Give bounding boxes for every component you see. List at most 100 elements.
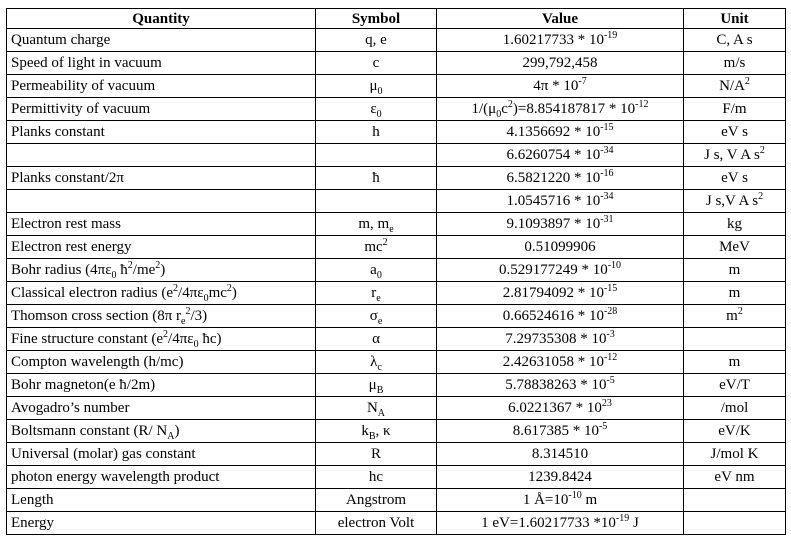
cell-value: 0.66524616 * 10-28: [436, 304, 684, 328]
cell-symbol: Angstrom: [315, 488, 437, 512]
header-value: Value: [436, 8, 684, 29]
cell-value: 6.5821220 * 10-16: [436, 166, 684, 190]
cell-unit: [683, 488, 786, 512]
cell-quantity: Bohr radius (4πε0 ħ2/me2): [6, 258, 316, 282]
table-row: Thomson cross section (8π re2/3) σe 0.6652…: [6, 304, 786, 328]
cell-unit: eV s: [683, 166, 786, 190]
cell-quantity: Thomson cross section (8π re2/3): [6, 304, 316, 328]
table-row: Permittivity of vacuum ε0 1/(μ0c2)=8.85418…: [6, 97, 786, 121]
cell-unit: J s, V A s2: [683, 143, 786, 167]
cell-quantity: Length: [6, 488, 316, 512]
cell-symbol: λc: [315, 350, 437, 374]
cell-value: 1.60217733 * 10-19: [436, 28, 684, 52]
cell-quantity: Planks constant: [6, 120, 316, 144]
cell-unit: m2: [683, 304, 786, 328]
cell-value: 9.1093897 * 10-31: [436, 212, 684, 236]
cell-quantity: Electron rest energy: [6, 235, 316, 259]
table-row: Length Angstrom 1 Å=10-10 m: [6, 488, 786, 512]
cell-symbol: re: [315, 281, 437, 305]
table-row: Permeability of vacuum μ0 4π * 10-7 N/A2: [6, 74, 786, 98]
cell-unit: m: [683, 350, 786, 374]
cell-unit: [683, 511, 786, 535]
cell-symbol: q, e: [315, 28, 437, 52]
table-row: Electron rest energy mc2 0.51099906 MeV: [6, 235, 786, 259]
cell-unit: m/s: [683, 51, 786, 75]
cell-symbol: hc: [315, 465, 437, 489]
cell-value: 4.1356692 * 10-15: [436, 120, 684, 144]
table-row: photon energy wavelength product hc 1239.8…: [6, 465, 786, 489]
table-row: Planks constant/2π ħ 6.5821220 * 10-16 eV s: [6, 166, 786, 190]
cell-value: 2.42631058 * 10-12: [436, 350, 684, 374]
cell-symbol: α: [315, 327, 437, 351]
header-quantity: Quantity: [6, 8, 316, 29]
cell-unit: J s,V A s2: [683, 189, 786, 213]
cell-quantity: Compton wavelength (h/mc): [6, 350, 316, 374]
cell-value: 1.0545716 * 10-34: [436, 189, 684, 213]
header-symbol: Symbol: [315, 8, 437, 29]
header-row: Quantity Symbol Value Unit: [6, 8, 786, 29]
cell-symbol: m, me: [315, 212, 437, 236]
cell-quantity: Fine structure constant (e2/4πε0 ħc): [6, 327, 316, 351]
cell-unit: MeV: [683, 235, 786, 259]
cell-unit: eV/T: [683, 373, 786, 397]
cell-quantity: Permeability of vacuum: [6, 74, 316, 98]
table-row: 6.6260754 * 10-34 J s, V A s2: [6, 143, 786, 167]
cell-quantity: Boltsmann constant (R/ NA): [6, 419, 316, 443]
table-row: Boltsmann constant (R/ NA) kB, κ 8.617385 …: [6, 419, 786, 443]
table-row: Energy electron Volt 1 eV=1.60217733 *10-1…: [6, 511, 786, 535]
table-body: Quantum charge q, e 1.60217733 * 10-19 C, A…: [6, 28, 786, 535]
cell-symbol: μ0: [315, 74, 437, 98]
constants-table: Quantity Symbol Value Unit Quantum charg…: [6, 8, 786, 535]
cell-quantity: [6, 143, 316, 167]
cell-unit: N/A2: [683, 74, 786, 98]
cell-symbol: μB: [315, 373, 437, 397]
cell-unit: eV nm: [683, 465, 786, 489]
cell-value: 0.529177249 * 10-10: [436, 258, 684, 282]
table-row: Fine structure constant (e2/4πε0 ħc) α 7.2…: [6, 327, 786, 351]
cell-unit: m: [683, 281, 786, 305]
cell-value: 4π * 10-7: [436, 74, 684, 98]
header-unit: Unit: [683, 8, 786, 29]
cell-value: 299,792,458: [436, 51, 684, 75]
cell-unit: eV s: [683, 120, 786, 144]
cell-symbol: [315, 143, 437, 167]
cell-quantity: photon energy wavelength product: [6, 465, 316, 489]
table-row: Compton wavelength (h/mc) λc 2.42631058 * …: [6, 350, 786, 374]
cell-symbol: c: [315, 51, 437, 75]
cell-quantity: Avogadro’s number: [6, 396, 316, 420]
cell-quantity: Permittivity of vacuum: [6, 97, 316, 121]
cell-value: 6.0221367 * 1023: [436, 396, 684, 420]
cell-unit: [683, 327, 786, 351]
cell-quantity: Quantum charge: [6, 28, 316, 52]
table-row: Quantum charge q, e 1.60217733 * 10-19 C, A…: [6, 28, 786, 52]
cell-quantity: Electron rest mass: [6, 212, 316, 236]
table-row: Avogadro’s number NA 6.0221367 * 1023/mol: [6, 396, 786, 420]
table-row: Speed of light in vacuum c 299,792,458 m/s: [6, 51, 786, 75]
cell-value: 0.51099906: [436, 235, 684, 259]
cell-value: 1/(μ0c2)=8.854187817 * 10-12: [436, 97, 684, 121]
table-row: Planks constant h 4.1356692 * 10-15 eV s: [6, 120, 786, 144]
table-row: Classical electron radius (e2/4πε0mc2) re…: [6, 281, 786, 305]
cell-symbol: electron Volt: [315, 511, 437, 535]
cell-value: 2.81794092 * 10-15: [436, 281, 684, 305]
cell-unit: kg: [683, 212, 786, 236]
cell-value: 7.29735308 * 10-3: [436, 327, 684, 351]
cell-symbol: h: [315, 120, 437, 144]
cell-symbol: mc2: [315, 235, 437, 259]
cell-symbol: σe: [315, 304, 437, 328]
cell-unit: J/mol K: [683, 442, 786, 466]
cell-quantity: Bohr magneton(e ħ/2m): [6, 373, 316, 397]
cell-unit: /mol: [683, 396, 786, 420]
cell-symbol: [315, 189, 437, 213]
cell-value: 1 Å=10-10 m: [436, 488, 684, 512]
table-row: Electron rest mass m, me 9.1093897 * 10-31…: [6, 212, 786, 236]
table-row: 1.0545716 * 10-34 J s,V A s2: [6, 189, 786, 213]
cell-value: 1239.8424: [436, 465, 684, 489]
cell-quantity: Classical electron radius (e2/4πε0mc2): [6, 281, 316, 305]
cell-unit: m: [683, 258, 786, 282]
cell-symbol: ε0: [315, 97, 437, 121]
cell-unit: eV/K: [683, 419, 786, 443]
cell-symbol: ħ: [315, 166, 437, 190]
cell-value: 5.78838263 * 10-5: [436, 373, 684, 397]
cell-value: 8.314510: [436, 442, 684, 466]
